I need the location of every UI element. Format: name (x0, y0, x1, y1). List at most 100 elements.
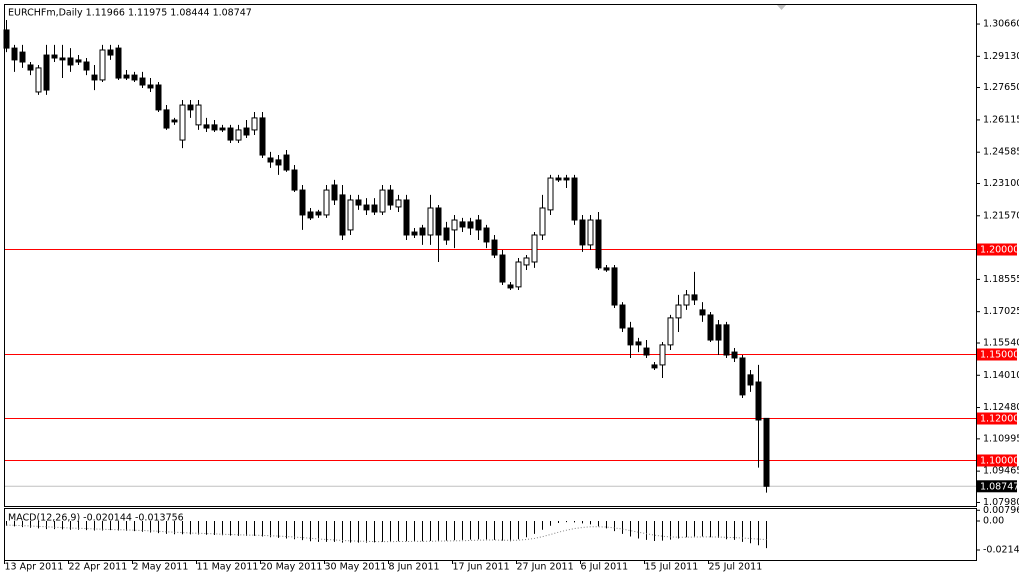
candle-body (227, 127, 234, 141)
y-tick-label: 1.21570 (983, 210, 1019, 221)
candle-body (75, 59, 82, 63)
candle-body (659, 344, 666, 366)
candle-body (563, 177, 570, 181)
candle-body (747, 374, 754, 386)
y-tick-label: 0.00 (983, 516, 1004, 527)
candle-body (283, 154, 290, 171)
candle-body (539, 207, 546, 236)
candle-body (587, 219, 594, 246)
level-label-box (977, 454, 1017, 467)
x-tick-label: 22 Apr 2011 (69, 562, 128, 573)
candle-body (235, 129, 242, 141)
candle-body (507, 284, 514, 289)
candle-body (603, 267, 610, 271)
candle-body (259, 117, 266, 156)
y-tick-label: 1.09465 (983, 466, 1019, 477)
candle-body (163, 109, 170, 129)
candle-body (139, 77, 146, 86)
candle-body (219, 127, 226, 131)
candle-body (435, 207, 442, 236)
candle-body (635, 341, 642, 346)
candle-body (755, 381, 762, 421)
chart-title: EURCHFm,Daily 1.11966 1.11975 1.08444 1.… (8, 8, 252, 19)
candle-body (83, 61, 90, 71)
candle-body (411, 231, 418, 236)
y-tick-label: 1.17025 (983, 306, 1019, 317)
candle-body (619, 304, 626, 329)
candle-body (187, 104, 194, 111)
candle-body (515, 261, 522, 288)
candle-body (27, 64, 34, 71)
candle-body (331, 184, 338, 201)
candle-body (651, 364, 658, 369)
candle-body (395, 199, 402, 208)
candle-body (459, 221, 466, 228)
candle-body (467, 221, 474, 229)
candle-body (147, 84, 154, 89)
y-tick-label: 1.24585 (983, 147, 1019, 158)
candle-body (595, 219, 602, 269)
candle-body (155, 84, 162, 111)
x-tick-label: 17 Jun 2011 (453, 562, 510, 573)
y-tick-label: 1.26115 (983, 114, 1019, 125)
x-tick-label: 13 Apr 2011 (5, 562, 64, 573)
candle-body (107, 49, 114, 56)
candle-body (387, 189, 394, 206)
candle-body (667, 317, 674, 346)
candle-body (123, 74, 130, 79)
level-label-box (977, 412, 1017, 425)
candle-body (643, 347, 650, 356)
y-tick-label: 1.27650 (983, 82, 1019, 93)
candle-body (267, 157, 274, 163)
candle-body (675, 304, 682, 319)
candle-body (59, 57, 66, 61)
macd-title: MACD(12,26,9) -0.020144 -0.013756 (8, 513, 184, 524)
level-label: 1.15000 (980, 350, 1019, 361)
macd-panel (4, 508, 977, 561)
candle-body (363, 204, 370, 211)
price-panel (4, 4, 977, 507)
candle-body (3, 29, 10, 49)
candle-body (371, 204, 378, 213)
candle-body (131, 74, 138, 81)
candle-body (211, 124, 218, 131)
candle-body (43, 54, 50, 91)
x-tick-label: 8 Jun 2011 (389, 562, 440, 573)
candle-body (171, 119, 178, 123)
level-label: 1.12000 (980, 414, 1019, 425)
candle-body (355, 199, 362, 206)
y-tick-label: 0.00796 (983, 505, 1019, 516)
current-price-box (977, 480, 1017, 493)
y-tick-label: 1.30660 (983, 19, 1019, 30)
shift-marker (777, 5, 786, 10)
candle-body (611, 267, 618, 306)
candle-body (99, 49, 106, 81)
candle-body (451, 219, 458, 231)
candle-body (67, 57, 74, 66)
level-label: 1.20000 (980, 245, 1019, 256)
x-tick-label: 2 May 2011 (133, 562, 189, 573)
candle-body (723, 324, 730, 356)
candle-body (699, 309, 706, 316)
candle-body (579, 219, 586, 246)
candle-body (203, 124, 210, 129)
candle-body (715, 324, 722, 341)
candle-body (19, 51, 26, 63)
candle-body (243, 127, 250, 136)
candle-body (691, 294, 698, 301)
candle-body (483, 227, 490, 243)
signal-line (6, 524, 767, 543)
candle-body (251, 117, 258, 131)
x-tick-label: 27 Jun 2011 (517, 562, 574, 573)
candle-body (11, 47, 18, 61)
candle-body (707, 314, 714, 341)
candle-body (547, 177, 554, 211)
candle-body (499, 254, 506, 283)
x-tick-label: 25 Jul 2011 (709, 562, 763, 573)
candle-body (531, 234, 538, 263)
candle-body (523, 257, 530, 266)
x-tick-label: 15 Jul 2011 (645, 562, 699, 573)
candle-body (195, 104, 202, 126)
y-tick-label: 1.29130 (983, 51, 1019, 62)
candle-body (323, 189, 330, 216)
